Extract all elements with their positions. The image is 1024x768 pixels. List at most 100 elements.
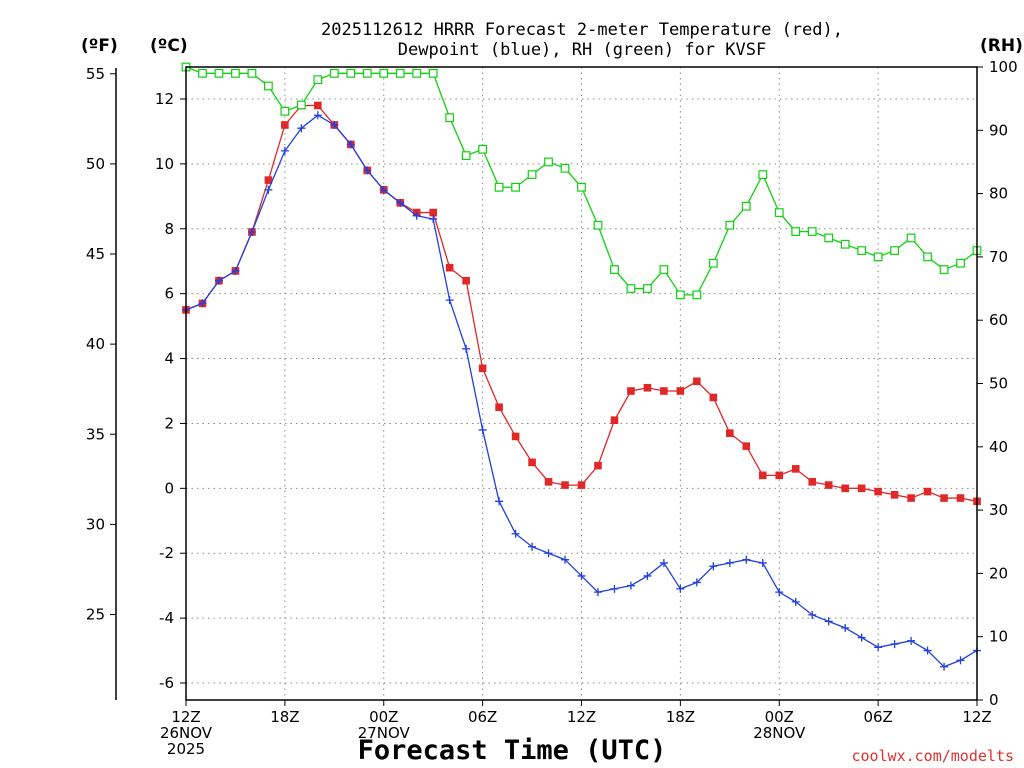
series-layer [181, 62, 982, 671]
temperature-point [841, 484, 849, 493]
credit-link[interactable]: coolwx.com/modelts [851, 747, 1014, 765]
rh-point [906, 233, 916, 243]
time-tick-label: 26NOV [160, 724, 213, 742]
time-tick-label: 18Z [666, 708, 695, 726]
dewpoint-point [198, 299, 207, 308]
time-tick-label: 00Z [765, 708, 794, 726]
rh-point [824, 233, 834, 243]
dewpoint-point [857, 633, 866, 642]
series-temperature [182, 101, 981, 506]
temperature-point [643, 383, 652, 392]
dewpoint-point [692, 578, 701, 587]
rh-point [791, 227, 801, 236]
temperature-point [775, 471, 784, 480]
rh-point [428, 68, 438, 78]
rh-point [873, 252, 883, 262]
rh-point [494, 182, 504, 192]
x-axis-title: Forecast Time (UTC) [358, 735, 667, 766]
celsius-tick-label: 0 [164, 479, 174, 497]
celsius-tick-label: 4 [164, 350, 174, 368]
dewpoint-point [643, 571, 652, 580]
dewpoint-point [429, 215, 438, 224]
rh-tick-label: 90 [989, 121, 1008, 139]
dewpoint-point [956, 656, 965, 665]
dewpoint-point [725, 558, 734, 567]
rh-point [346, 68, 356, 78]
rh-point [560, 163, 570, 173]
rh-point [774, 208, 784, 217]
fahrenheit-tick-label: 45 [86, 245, 105, 263]
rh-tick-label: 60 [989, 311, 1008, 329]
grid-layer [186, 67, 977, 700]
rh-tick-label: 80 [989, 185, 1008, 203]
dewpoint-point [330, 120, 339, 129]
rh-point [643, 284, 652, 293]
rh-point [313, 75, 323, 85]
temperature-point [956, 494, 965, 502]
temperature-point [907, 494, 915, 502]
rh-point [939, 265, 949, 274]
temperature-point [610, 416, 619, 424]
dewpoint-point [313, 111, 322, 120]
temperature-point [594, 461, 602, 470]
temperature-point [676, 387, 685, 395]
dewpoint-point [890, 640, 899, 649]
dewpoint-point [462, 344, 471, 353]
rh-tick-label: 70 [989, 248, 1008, 266]
time-tick-label: 00Z [369, 708, 398, 726]
dewpoint-point [841, 623, 850, 632]
rh-tick-label: 10 [989, 628, 1008, 646]
rh-point [890, 246, 900, 255]
rh-point [231, 68, 240, 78]
dewpoint-point [659, 558, 668, 567]
time-tick-label: 2025 [167, 740, 205, 758]
rh-point [296, 100, 306, 110]
celsius-tick-label: -4 [159, 609, 174, 627]
time-tick-label: 18Z [270, 708, 299, 726]
temperature-point [478, 364, 487, 373]
celsius-axis-label: (ºC) [150, 36, 188, 56]
temperature-point [627, 387, 635, 395]
temperature-point [923, 487, 932, 496]
temperature-point [511, 432, 520, 441]
time-tick-label: 12Z [567, 708, 596, 726]
dewpoint-point [676, 584, 685, 593]
dewpoint-point [709, 562, 718, 571]
temperature-point [742, 442, 751, 450]
dewpoint-point [626, 581, 635, 590]
rh-point [280, 106, 290, 116]
temperature-point [495, 403, 503, 412]
dewpoint-point [593, 588, 602, 597]
rh-point [675, 290, 685, 300]
rh-tick-label: 100 [989, 58, 1018, 76]
dewpoint-point [907, 636, 916, 645]
rh-tick-label: 30 [989, 501, 1008, 519]
temperature-point [758, 471, 767, 480]
rh-point [857, 246, 867, 255]
dewpoint-point [495, 497, 504, 506]
chart-title-line1: 2025112612 HRRR Forecast 2-meter Tempera… [321, 20, 843, 40]
rh-point [725, 220, 735, 230]
temperature-point [660, 387, 668, 395]
series-dewpoint [182, 111, 981, 671]
temperature-point [577, 481, 586, 489]
dewpoint-point [445, 296, 454, 305]
celsius-tick-label: 8 [164, 220, 174, 238]
dewpoint-point [231, 266, 240, 275]
celsius-tick-label: 2 [164, 414, 174, 432]
fahrenheit-axis: 25 30 35 40 45 50 55 [86, 65, 116, 624]
rh-tick-label: 50 [989, 375, 1008, 393]
temperature-point [726, 429, 734, 437]
rh-point [708, 258, 718, 268]
fahrenheit-tick-label: 40 [86, 335, 105, 353]
dewpoint-point [478, 425, 487, 434]
dewpoint-point [874, 643, 883, 652]
dewpoint-point [247, 228, 256, 237]
temperature-point [824, 481, 833, 489]
dewpoint-point [742, 555, 751, 564]
rh-point [511, 182, 520, 192]
dewpoint-point [214, 276, 223, 285]
fahrenheit-axis-label: (ºF) [81, 36, 118, 56]
